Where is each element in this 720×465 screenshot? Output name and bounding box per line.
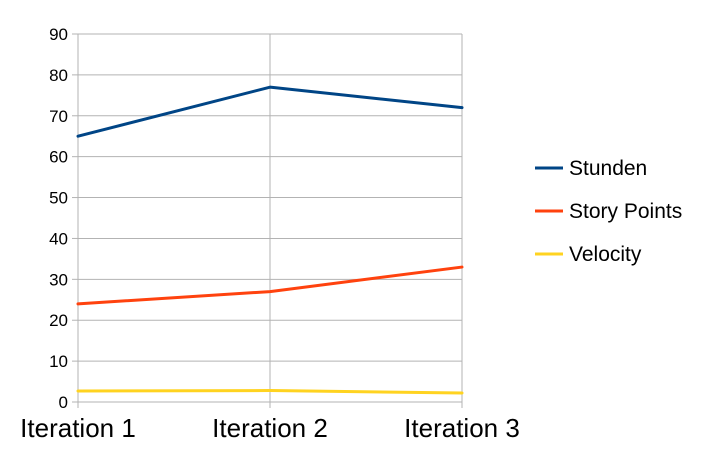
y-axis-ticks: 0 10 20 30 40 50 60 70 80 90 xyxy=(49,25,68,412)
y-tick-label: 70 xyxy=(49,107,68,126)
x-tick-label: Iteration 1 xyxy=(20,413,136,443)
legend-label: Velocity xyxy=(569,243,642,266)
x-axis-ticks: Iteration 1 Iteration 2 Iteration 3 xyxy=(20,413,520,443)
y-tick-label: 60 xyxy=(49,148,68,167)
axes xyxy=(72,33,463,408)
x-tick-label: Iteration 2 xyxy=(212,413,328,443)
y-tick-label: 10 xyxy=(49,352,68,371)
series-line-2 xyxy=(76,265,464,306)
series-line-1 xyxy=(76,85,464,138)
y-tick-label: 30 xyxy=(49,270,68,289)
x-tick-label: Iteration 3 xyxy=(404,413,520,443)
y-tick-label: 0 xyxy=(59,393,68,412)
y-tick-label: 80 xyxy=(49,66,68,85)
y-tick-label: 50 xyxy=(49,189,68,208)
y-tick-label: 40 xyxy=(49,229,68,248)
legend-label: Story Points xyxy=(569,200,682,223)
legend-label: Stunden xyxy=(569,157,647,180)
y-tick-label: 90 xyxy=(49,25,68,44)
series-line-3 xyxy=(76,389,464,395)
gridlines xyxy=(77,33,463,402)
legend: Stunden Story Points Velocity xyxy=(535,157,682,266)
series-lines xyxy=(76,85,464,395)
y-tick-label: 20 xyxy=(49,311,68,330)
